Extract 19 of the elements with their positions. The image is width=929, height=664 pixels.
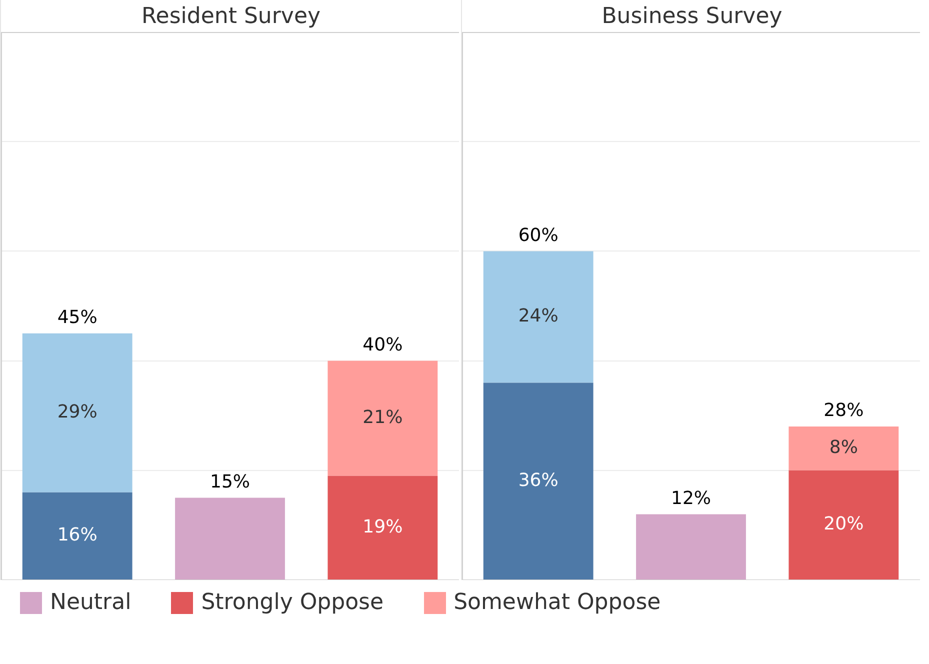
total-label: 28% <box>824 400 864 422</box>
data-label: 29% <box>57 402 98 423</box>
chart-title: Business Survey <box>600 3 784 31</box>
total-label: 12% <box>670 488 712 509</box>
legend-label: Strongly Oppose <box>201 590 384 615</box>
data-label: 24% <box>518 306 558 327</box>
data-label: 19% <box>362 516 403 538</box>
data-label: 20% <box>824 514 864 535</box>
data-label: 36% <box>518 470 558 491</box>
data-label: 8% <box>829 437 858 458</box>
data-label: 16% <box>57 524 98 546</box>
total-label: 15% <box>210 471 250 492</box>
total-label: 60% <box>518 224 558 246</box>
legend-label: Neutral <box>50 590 132 615</box>
data-label: 21% <box>362 407 403 428</box>
total-label: 45% <box>57 307 98 328</box>
chart-title: Resident Survey <box>140 3 322 31</box>
total-label: 40% <box>362 334 403 356</box>
legend-label: Somewhat Oppose <box>454 590 661 615</box>
